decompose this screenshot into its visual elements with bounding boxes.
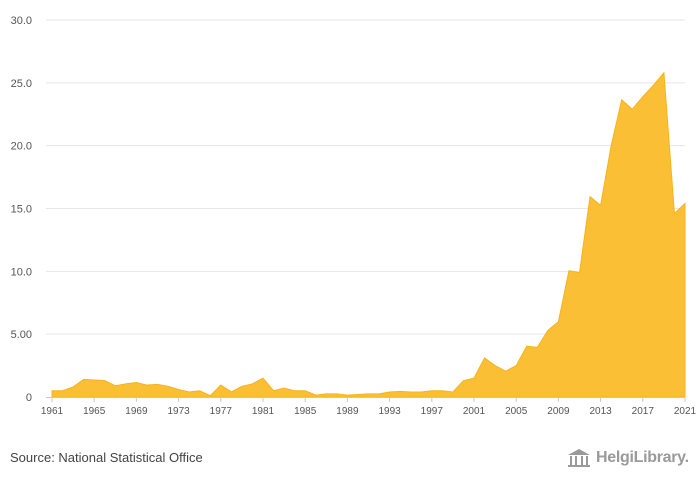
helgi-library-logo: HelgiLibrary. [566,446,689,470]
y-axis-ticks: 0 5.00 10.0 15.0 20.0 25.0 30.0 [11,15,32,404]
y-tick-label: 0 [26,392,32,404]
x-tick-label: 2001 [463,406,486,417]
x-tick-label: 1989 [336,406,359,417]
x-tick-label: 2013 [589,406,612,417]
area-series [51,71,686,398]
x-tick-label: 2005 [505,406,528,417]
logo-text: HelgiLibrary. [596,449,689,466]
x-tick-label: 1981 [252,406,275,417]
y-tick-label: 15.0 [11,204,32,216]
x-tick-label: 1977 [210,406,233,417]
y-tick-label: 10.0 [11,266,32,278]
x-tick-label: 1997 [421,406,444,417]
area-path [51,71,686,398]
y-tick-label: 5.00 [11,329,32,341]
x-tick-label: 1965 [83,406,106,417]
y-tick-label: 20.0 [11,141,32,153]
y-tick-label: 30.0 [11,15,32,27]
x-tick-label: 1993 [378,406,401,417]
y-tick-label: 25.0 [11,78,32,90]
x-tick-label: 1969 [125,406,148,417]
x-tick-label: 2021 [674,406,697,417]
x-tick-label: 2017 [632,406,655,417]
x-tick-label: 1973 [167,406,190,417]
x-axis-ticks: 1961 1965 1969 1973 1977 1981 1985 1989 1993 1997… [41,397,697,417]
x-tick-label: 1985 [294,406,317,417]
source-note: Source: National Statistical Office [10,450,203,465]
library-building-icon [568,449,590,467]
x-tick-label: 2009 [547,406,570,417]
x-tick-label: 1961 [41,406,64,417]
